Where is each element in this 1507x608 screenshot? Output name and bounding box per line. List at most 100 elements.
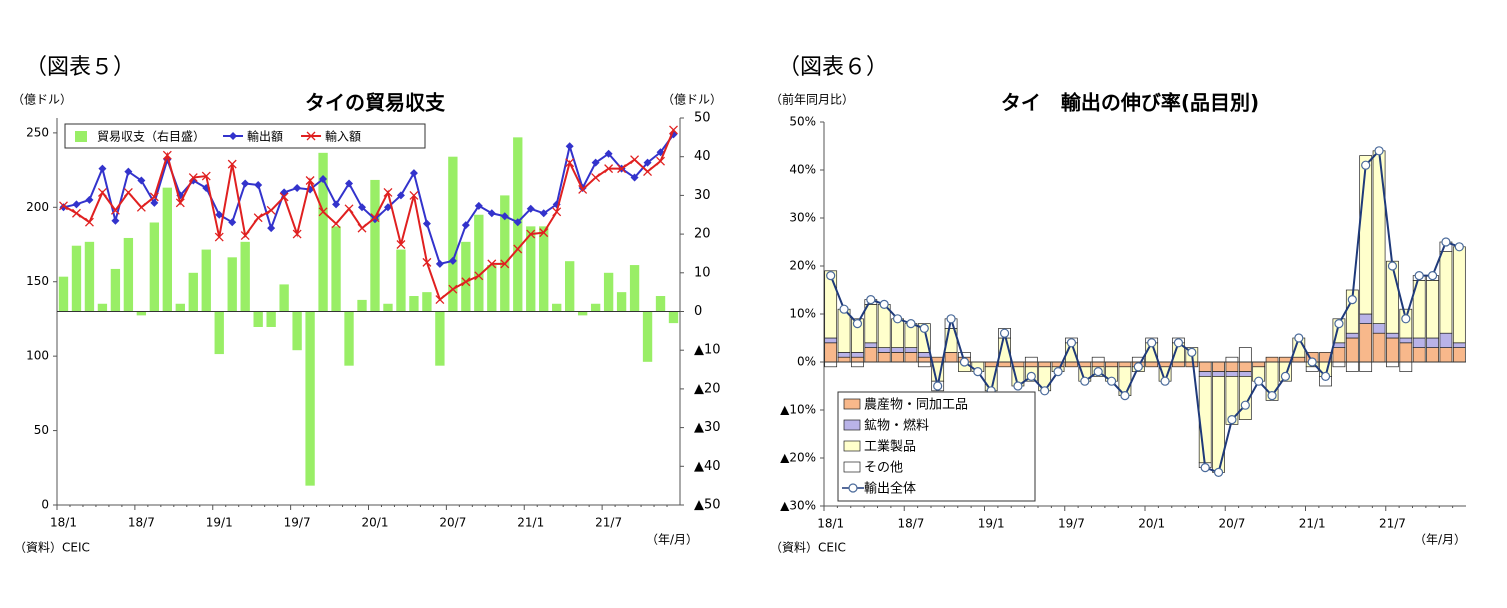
figure-label: （図表５） <box>25 55 135 80</box>
point <box>188 173 198 182</box>
legend-swatch <box>843 419 861 431</box>
bar-segment <box>917 356 931 363</box>
bar <box>227 257 237 312</box>
bar <box>590 303 601 312</box>
x-tick-label: 21/1 <box>1299 517 1326 531</box>
point <box>513 218 522 227</box>
point <box>110 205 120 215</box>
bar-segment <box>824 270 838 339</box>
bar <box>305 311 315 486</box>
point <box>344 204 354 214</box>
bar-segment <box>1439 332 1453 348</box>
bar <box>58 276 69 312</box>
y2-tick-label: 0 <box>694 304 702 319</box>
bar-segment <box>1038 361 1052 368</box>
legend-swatch <box>843 440 861 452</box>
bar-segment <box>1372 323 1386 334</box>
point <box>175 198 185 208</box>
bar-segment <box>1412 337 1426 348</box>
bar-segment <box>1185 361 1199 368</box>
point <box>280 188 289 197</box>
point <box>267 224 276 233</box>
point <box>241 179 250 188</box>
y-tick-label: 30% <box>789 211 816 225</box>
bar-segment <box>1332 361 1346 368</box>
point <box>617 164 627 174</box>
bar-segment <box>864 304 878 344</box>
bar-segment <box>1452 342 1466 348</box>
point <box>539 228 549 238</box>
legend-label: 輸出全体 <box>864 481 916 497</box>
bar-segment <box>824 361 838 368</box>
y-tick-label: ▲30% <box>780 499 816 513</box>
point <box>345 179 354 188</box>
point <box>59 203 68 212</box>
bar-segment <box>1198 376 1212 464</box>
point <box>357 223 367 233</box>
y-tick-label: 100 <box>26 349 49 363</box>
bar <box>214 311 224 355</box>
point <box>229 132 238 140</box>
bar <box>149 222 160 312</box>
point <box>305 176 315 185</box>
source-note: （資料）CEIC <box>770 541 846 555</box>
bar <box>292 311 302 351</box>
point <box>409 169 418 178</box>
point <box>215 210 224 219</box>
legend-label: 工業製品 <box>864 439 916 455</box>
point <box>149 192 159 202</box>
bar-segment <box>824 342 838 363</box>
point <box>422 219 431 228</box>
point <box>946 314 956 324</box>
bar-segment <box>1292 356 1306 363</box>
y-tick-label: 150 <box>26 274 49 288</box>
bar-segment <box>1345 361 1359 372</box>
point <box>906 319 916 329</box>
bar-segment <box>1439 347 1453 363</box>
point <box>919 323 929 333</box>
point <box>1320 371 1331 381</box>
bar-segment <box>1225 361 1239 372</box>
legend-label: 鉱物・燃料 <box>864 418 929 434</box>
bar <box>461 241 471 312</box>
point <box>331 219 341 229</box>
bar-segment <box>1452 347 1466 363</box>
bar <box>175 303 185 312</box>
bar-segment <box>851 361 864 368</box>
point <box>396 240 406 249</box>
point <box>1173 338 1184 348</box>
point <box>279 192 289 202</box>
bar <box>240 241 250 312</box>
x-tick-label: 20/1 <box>362 516 389 530</box>
bar <box>668 311 679 324</box>
y-tick-label: 20% <box>789 259 816 273</box>
legend-label: 輸入額 <box>325 129 361 144</box>
y-tick-label: 0 <box>41 498 49 512</box>
y-tick-label: ▲10% <box>780 403 816 417</box>
point <box>933 381 943 391</box>
bar <box>539 226 549 312</box>
bar <box>565 261 575 312</box>
bar <box>629 265 640 312</box>
bar <box>344 311 354 366</box>
point <box>1387 261 1398 271</box>
legend-box <box>64 123 426 149</box>
point <box>1066 338 1077 348</box>
bar <box>266 311 276 327</box>
bar <box>448 156 458 312</box>
point <box>84 217 94 227</box>
y-axis-label: （億ドル） <box>12 93 72 107</box>
bar <box>603 272 614 312</box>
bar-segment <box>891 347 904 353</box>
point <box>526 229 536 239</box>
point <box>848 483 858 493</box>
line <box>63 133 675 266</box>
bar <box>435 311 445 366</box>
point <box>435 295 445 305</box>
point <box>1133 362 1143 372</box>
point <box>306 131 316 141</box>
point <box>591 173 601 182</box>
legend-swatch <box>843 461 861 473</box>
bar <box>383 303 393 312</box>
bar <box>188 272 198 312</box>
